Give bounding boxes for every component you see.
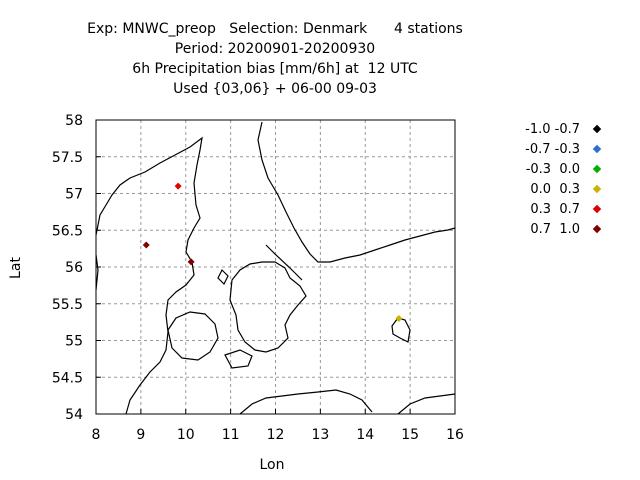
- station-point: [174, 182, 182, 190]
- legend-item: 0.7 1.0: [490, 221, 610, 241]
- station-point: [142, 241, 150, 249]
- legend-label: 0.0 0.3: [526, 182, 580, 197]
- legend-marker: [592, 224, 602, 234]
- title-line-2: Period: 20200901-20200930: [174, 41, 376, 57]
- legend-label: -0.3 0.0: [525, 162, 580, 177]
- title-line-3: 6h Precipitation bias [mm/6h] at 12 UTC: [132, 61, 418, 77]
- legend-item: 0.3 0.7: [490, 201, 610, 221]
- y-tick-label: 55: [65, 334, 83, 350]
- coastline: [95, 121, 456, 415]
- legend-item: 0.0 0.3: [490, 181, 610, 201]
- legend-label: 0.7 1.0: [526, 222, 580, 237]
- y-tick-label: 57: [65, 187, 83, 203]
- legend-item: -0.3 0.0: [490, 161, 610, 181]
- y-tick-label: 54: [65, 407, 83, 423]
- legend-marker: [592, 124, 602, 134]
- x-tick-label: 8: [92, 427, 101, 443]
- x-tick-label: 16: [446, 427, 464, 443]
- x-tick-label: 9: [136, 427, 145, 443]
- y-tick-label: 55.5: [52, 297, 83, 313]
- legend-marker: [592, 144, 602, 154]
- legend-label: -1.0 -0.7: [525, 122, 580, 137]
- x-tick-label: 11: [222, 427, 240, 443]
- x-tick-label: 12: [267, 427, 285, 443]
- title-line-1: Exp: MNWC_preop Selection: Denmark 4 sta…: [87, 21, 463, 37]
- y-tick-label: 57.5: [52, 150, 83, 166]
- y-tick-label: 54.5: [52, 370, 83, 386]
- legend-item: -0.7 -0.3: [490, 141, 610, 161]
- legend-label: 0.3 0.7: [526, 202, 580, 217]
- y-tick-label: 56.5: [52, 223, 83, 239]
- y-axis-label: Lat: [8, 257, 24, 279]
- title-line-4: Used {03,06} + 06-00 09-03: [173, 81, 377, 97]
- station-point: [395, 314, 403, 322]
- x-tick-label: 14: [356, 427, 374, 443]
- legend-label: -0.7 -0.3: [525, 142, 580, 157]
- y-axis-ticks: 54 54.5 55 55.5 56 56.5 57 57.5 58: [52, 113, 101, 423]
- legend-item: -1.0 -0.7: [490, 121, 610, 141]
- station-points: [142, 182, 403, 322]
- x-tick-label: 15: [401, 427, 419, 443]
- x-axis-label: Lon: [260, 457, 285, 473]
- y-tick-label: 58: [65, 113, 83, 129]
- x-axis-ticks: 8 9 10 11 12 13 14 15 16: [92, 409, 464, 443]
- legend-marker: [592, 184, 602, 194]
- legend-marker: [592, 204, 602, 214]
- station-point: [187, 258, 195, 266]
- legend-marker: [592, 164, 602, 174]
- x-tick-label: 10: [177, 427, 195, 443]
- grid-lines: [96, 120, 455, 414]
- x-tick-label: 13: [311, 427, 329, 443]
- y-tick-label: 56: [65, 260, 83, 276]
